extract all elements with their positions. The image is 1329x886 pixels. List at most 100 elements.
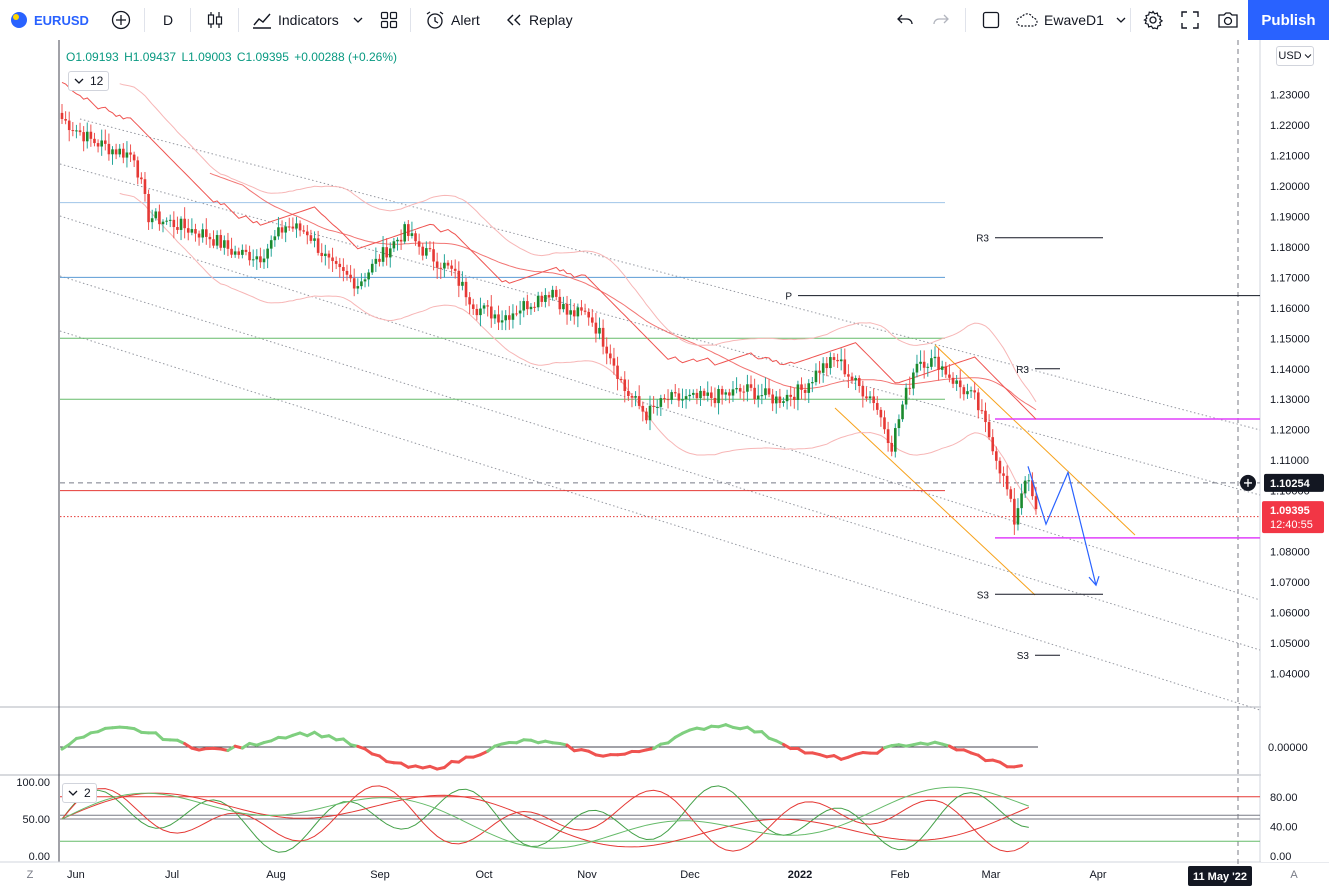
candle-body: [796, 384, 800, 400]
candle-body: [1002, 473, 1005, 476]
candle-body: [984, 410, 987, 423]
candle-body: [107, 143, 111, 155]
publish-label: Publish: [1261, 11, 1316, 29]
price-tick-label: 1.18000: [1270, 242, 1310, 254]
candle-body: [309, 235, 313, 241]
candle-body: [655, 406, 659, 408]
pivot-label: R3: [976, 234, 989, 245]
undo-button[interactable]: [896, 0, 914, 40]
legend-change: +0.00288 (+0.26%): [294, 50, 397, 64]
price-axis[interactable]: 1.23000 1.22000 1.21000 1.20000 1.19000 1.180…: [16, 40, 1329, 863]
layout-name-label: EwaveD1: [1044, 12, 1104, 28]
candle-body: [637, 396, 641, 406]
fullscreen-button[interactable]: [1181, 0, 1199, 40]
indicators-button[interactable]: Indicators: [252, 0, 363, 40]
osc1-segment: [442, 759, 454, 769]
candle-body: [966, 391, 969, 395]
redo-button[interactable]: [932, 0, 950, 40]
candle-body: [901, 404, 904, 420]
pivot-label: R3: [1016, 365, 1029, 376]
candle-body: [75, 130, 78, 132]
candle-body: [168, 219, 172, 221]
candle-body: [493, 314, 497, 319]
candle-body: [500, 320, 504, 323]
candle-body: [508, 315, 511, 320]
currency-label: USD: [1278, 50, 1302, 62]
candle-body: [266, 248, 269, 259]
candle-body: [991, 437, 995, 452]
candle-body: [320, 252, 324, 257]
candle-body: [973, 390, 976, 393]
replay-button[interactable]: Replay: [505, 0, 573, 40]
candle-body: [479, 308, 482, 316]
candle-body: [850, 376, 854, 381]
candle-body: [443, 262, 446, 269]
osc1-segment: [1012, 764, 1024, 769]
candle-body: [468, 297, 471, 305]
chevron-down-icon: [74, 78, 84, 84]
candle-body: [64, 119, 67, 121]
candle-body: [659, 398, 663, 407]
candle-body: [150, 218, 154, 223]
candle-body: [554, 289, 558, 297]
candle-body: [587, 311, 590, 318]
candle-body: [190, 229, 194, 233]
osc1-segment: [565, 743, 576, 753]
layout-name-button[interactable]: EwaveD1: [1015, 0, 1126, 40]
candle-body: [287, 226, 291, 228]
alert-button[interactable]: Alert: [425, 0, 480, 40]
osc-collapse-toggle[interactable]: 2: [62, 783, 97, 803]
candle-body: [645, 411, 648, 421]
candle-body: [1031, 480, 1034, 497]
candle-body: [259, 256, 262, 263]
chevron-down-icon: [353, 17, 363, 23]
publish-button[interactable]: Publish: [1248, 0, 1329, 40]
candle-body: [334, 261, 338, 264]
candle-body: [944, 366, 948, 375]
timezone-toggle: Z: [27, 869, 34, 881]
candle-body: [843, 359, 847, 375]
indicator-collapse-toggle[interactable]: 12: [68, 71, 110, 91]
candle-body: [706, 392, 710, 396]
candle-body: [324, 253, 327, 257]
countdown-label: 12:40:55: [1270, 519, 1313, 531]
snapshot-button[interactable]: [1217, 0, 1239, 40]
pivot-label: S3: [977, 590, 990, 601]
candles-icon: [207, 12, 223, 28]
candle-body: [673, 392, 677, 394]
candle-body: [212, 239, 215, 246]
candle-body: [793, 396, 796, 400]
candle-body: [926, 366, 930, 368]
time-label: Nov: [577, 869, 597, 881]
currency-button[interactable]: USD: [1276, 46, 1314, 66]
candle-body: [778, 396, 782, 403]
osc-collapse-count: 2: [84, 786, 91, 800]
candle-body: [201, 229, 204, 238]
chart-type-button[interactable]: [206, 0, 224, 40]
candle-body: [720, 388, 724, 395]
templates-button[interactable]: [380, 0, 398, 40]
candle-body: [569, 310, 572, 315]
candle-body: [684, 396, 688, 400]
alert-label: Alert: [451, 12, 480, 28]
time-label: Sep: [370, 869, 390, 881]
time-label: Jun: [67, 869, 85, 881]
compare-button[interactable]: [111, 0, 131, 40]
candle-body: [937, 356, 940, 370]
candle-body: [453, 268, 457, 271]
candle-body: [598, 327, 601, 334]
interval-button[interactable]: D: [163, 0, 173, 40]
candle-body: [482, 305, 486, 309]
settings-button[interactable]: [1143, 0, 1163, 40]
price-tick-label: 1.08000: [1270, 547, 1310, 559]
candle-body: [255, 256, 259, 260]
candle-body: [194, 229, 197, 234]
time-axis[interactable]: Jun Jul Aug Sep Oct Nov Dec 2022 Feb Mar Apr 11 May…: [27, 866, 1299, 886]
symbol-search[interactable]: EURUSD: [10, 0, 89, 40]
candle-body: [111, 149, 114, 155]
candle-body: [316, 238, 320, 253]
alarm-clock-icon: [426, 11, 444, 29]
layout-select-button[interactable]: [982, 0, 1000, 40]
candle-body: [219, 235, 223, 248]
